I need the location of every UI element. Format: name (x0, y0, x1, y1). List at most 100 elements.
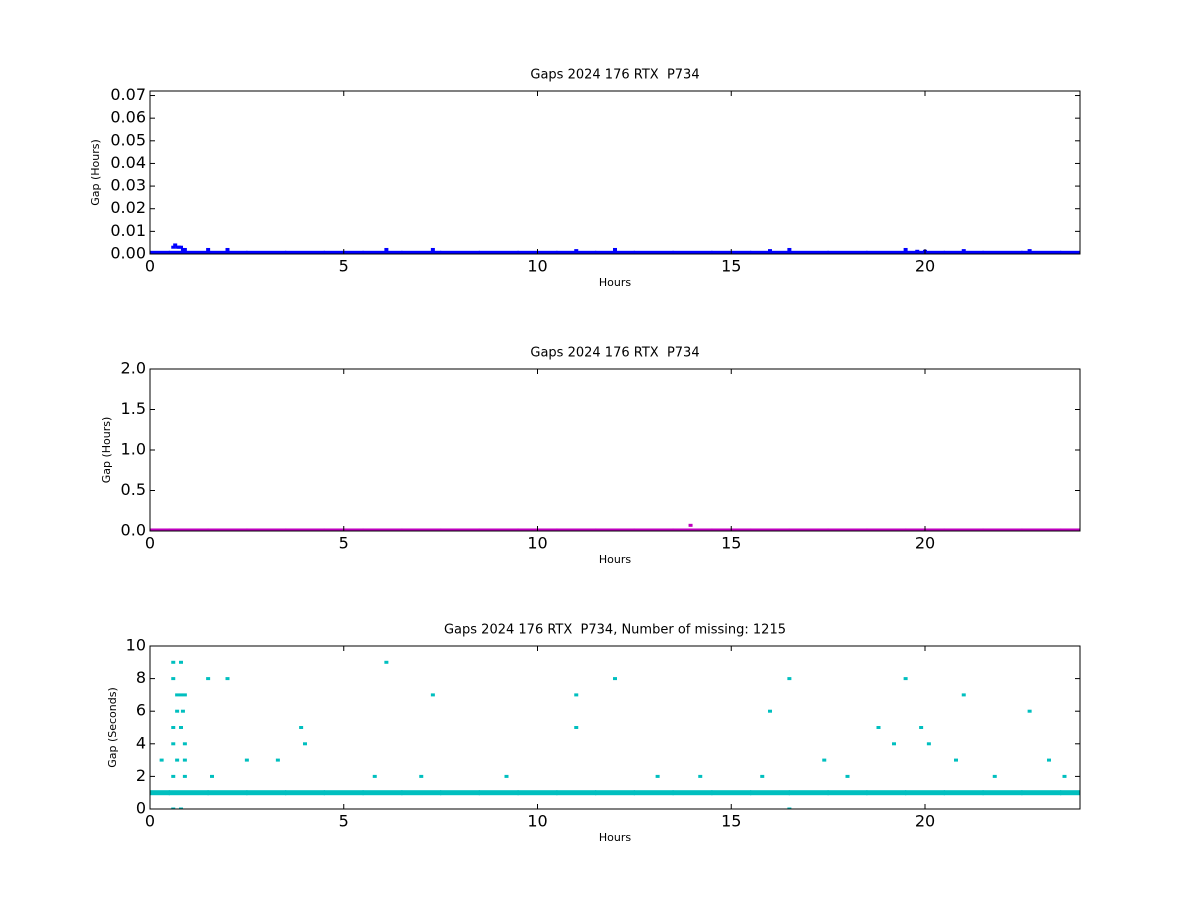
point (633, 790, 674, 796)
x-tick-label: 0 (145, 257, 155, 276)
point (171, 660, 176, 664)
y-tick-label: 1.0 (121, 440, 146, 459)
point (982, 790, 1023, 796)
x-tick-label: 20 (915, 534, 935, 553)
point (1027, 249, 1032, 253)
point (182, 774, 187, 778)
x-tick-label: 5 (339, 257, 349, 276)
y-tick-label: 0.01 (110, 221, 146, 240)
point (672, 250, 713, 254)
axes-frame (149, 645, 1081, 810)
point (180, 709, 185, 713)
point (171, 726, 176, 729)
point (182, 693, 187, 697)
point (150, 250, 170, 254)
point (788, 790, 829, 796)
point (876, 726, 881, 729)
point (961, 693, 966, 697)
point (1021, 250, 1062, 254)
point (182, 758, 187, 762)
point (866, 250, 907, 254)
point (595, 250, 635, 254)
plot-area (150, 523, 1080, 531)
point (182, 742, 187, 746)
point (954, 758, 958, 762)
x-tick-label: 5 (339, 534, 349, 553)
point (362, 528, 403, 531)
point (1027, 709, 1032, 713)
point (303, 742, 307, 746)
x-axis-label: Hours (599, 276, 631, 289)
point (574, 249, 579, 253)
point (827, 528, 868, 531)
point (179, 726, 183, 729)
point (171, 774, 176, 778)
point (788, 528, 829, 531)
point (903, 677, 908, 681)
point (372, 774, 377, 778)
point (1060, 790, 1080, 796)
point (285, 250, 325, 254)
point (926, 742, 931, 746)
point (173, 243, 178, 247)
y-tick-label: 0.04 (110, 153, 146, 172)
point (175, 709, 180, 713)
y-tick-label: 0.06 (110, 108, 146, 127)
point (672, 790, 713, 796)
point (207, 790, 248, 796)
x-tick-label: 20 (915, 257, 935, 276)
point (750, 250, 790, 254)
point (362, 250, 403, 254)
point (323, 790, 364, 796)
y-tick-label: 0.02 (110, 198, 146, 217)
point (275, 758, 280, 762)
x-tick-label: 5 (339, 812, 349, 831)
point (285, 790, 325, 796)
point (919, 726, 924, 729)
point (943, 790, 984, 796)
point (419, 774, 424, 778)
point (787, 807, 792, 809)
point (401, 528, 442, 531)
point (655, 774, 660, 778)
y-axis-label: Gap (Seconds) (106, 687, 119, 768)
point (768, 249, 772, 253)
y-tick-label: 0.03 (110, 176, 146, 195)
point (822, 758, 827, 762)
point (401, 790, 442, 796)
x-tick-label: 15 (721, 534, 741, 553)
point (961, 249, 966, 253)
point (1021, 790, 1062, 796)
y-axis-label: Gap (Hours) (100, 417, 113, 484)
point (150, 790, 170, 796)
point (504, 774, 509, 778)
point (574, 693, 579, 697)
point (182, 247, 187, 251)
point (179, 693, 183, 697)
point (556, 790, 597, 796)
y-tick-label: 0.00 (110, 244, 146, 263)
point (246, 790, 287, 796)
axes-frame (149, 90, 1081, 255)
y-axis-label: Gap (Hours) (89, 139, 102, 206)
y-tick-label: 0 (136, 799, 146, 818)
point (440, 528, 480, 531)
point (768, 709, 772, 713)
point (440, 790, 480, 796)
point (827, 250, 868, 254)
y-tick-label: 2.0 (121, 359, 146, 378)
x-axis-label: Hours (599, 831, 631, 844)
chart-title: Gaps 2024 176 RTX P734 (530, 68, 699, 83)
plot-area (150, 660, 1080, 809)
point (430, 247, 435, 251)
point (168, 250, 209, 254)
point (299, 726, 304, 729)
point (246, 528, 287, 531)
point (246, 250, 287, 254)
point (1062, 774, 1067, 778)
point (440, 250, 480, 254)
y-tick-label: 0.05 (110, 130, 146, 149)
point (207, 528, 248, 531)
point (866, 528, 907, 531)
